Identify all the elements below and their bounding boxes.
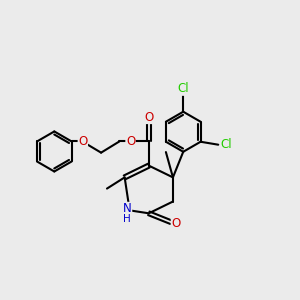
Text: O: O [78,135,88,148]
Text: O: O [144,110,153,124]
Text: O: O [126,135,135,148]
Text: N: N [123,202,132,215]
Text: H: H [123,214,131,224]
Text: O: O [171,217,181,230]
Text: Cl: Cl [177,82,189,95]
Text: Cl: Cl [221,138,232,151]
